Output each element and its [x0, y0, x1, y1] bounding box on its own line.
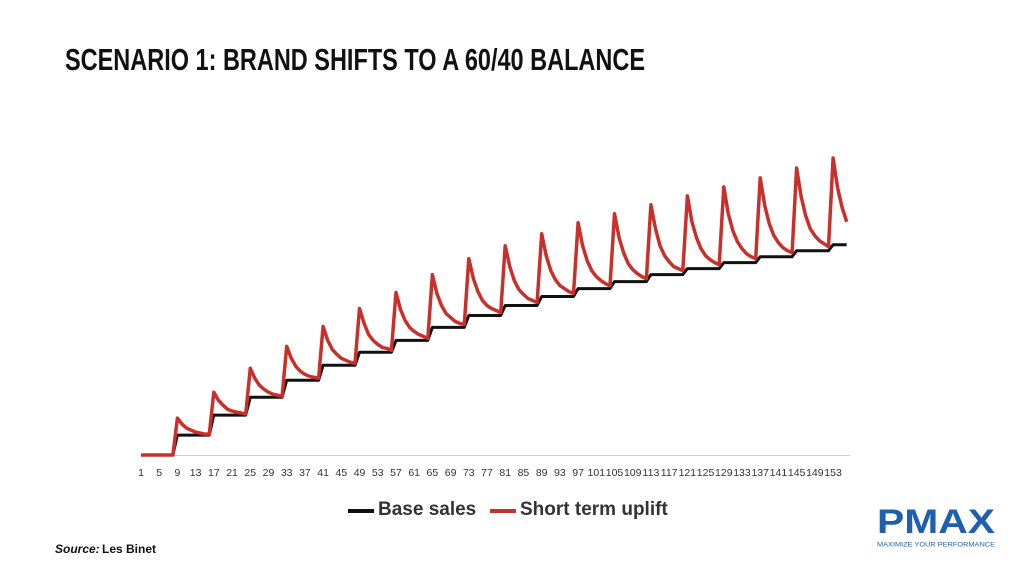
legend-label: Short term uplift — [520, 499, 668, 520]
logo-name: PMAX — [877, 503, 995, 541]
x-tick-label: 45 — [335, 467, 347, 479]
x-tick-label: 121 — [679, 467, 697, 479]
x-tick-label: 105 — [606, 467, 624, 479]
x-tick-label: 137 — [751, 467, 769, 479]
x-tick-label: 141 — [770, 467, 788, 479]
x-tick-label: 77 — [481, 467, 493, 479]
source-label: Source: — [55, 542, 100, 556]
x-tick-label: 145 — [788, 467, 806, 479]
x-tick-label: 61 — [408, 467, 420, 479]
logo-tagline: MAXIMIZE YOUR PERFORMANCE — [877, 543, 995, 549]
x-tick-label: 13 — [190, 467, 202, 479]
x-tick-label: 1 — [138, 467, 144, 479]
x-tick-label: 109 — [624, 467, 642, 479]
x-tick-label: 57 — [390, 467, 402, 479]
x-tick-label: 117 — [661, 467, 678, 479]
x-tick-label: 89 — [536, 467, 548, 479]
x-tick-label: 81 — [499, 467, 511, 479]
x-tick-label: 5 — [156, 467, 162, 479]
x-tick-label: 53 — [372, 467, 384, 479]
x-tick-label: 41 — [317, 467, 329, 479]
x-tick-label: 9 — [175, 467, 181, 479]
x-tick-label: 21 — [226, 467, 238, 479]
x-tick-label: 49 — [354, 467, 366, 479]
series-line — [141, 156, 849, 457]
x-tick-label: 97 — [572, 467, 584, 479]
x-tick-label: 37 — [299, 467, 311, 479]
source: Les Binet — [102, 542, 156, 556]
x-tick-label: 153 — [824, 467, 842, 479]
legend: Base sales Short term uplift — [348, 499, 668, 520]
x-tick-label: 101 — [588, 467, 606, 479]
x-tick-label: 29 — [263, 467, 275, 479]
x-tick-label: 125 — [697, 467, 715, 479]
x-tick-label: 133 — [733, 467, 751, 479]
x-tick-label: 93 — [554, 467, 566, 479]
x-tick-label: 113 — [643, 467, 660, 479]
x-tick-label: 17 — [208, 467, 220, 479]
x-tick-label: 25 — [244, 467, 256, 479]
chart-title: SCENARIO 1: BRAND SHIFTS TO A 60/40 BALA… — [65, 42, 645, 77]
legend-label: Base sales — [378, 499, 476, 520]
x-tick-label: 65 — [427, 467, 439, 479]
x-tick-label: 129 — [715, 467, 733, 479]
x-tick-label: 73 — [463, 467, 475, 479]
x-tick-label: 69 — [445, 467, 457, 479]
x-tick-label: 33 — [281, 467, 293, 479]
series-line — [141, 243, 847, 457]
x-tick-label: 149 — [806, 467, 824, 479]
x-tick-label: 85 — [518, 467, 530, 479]
